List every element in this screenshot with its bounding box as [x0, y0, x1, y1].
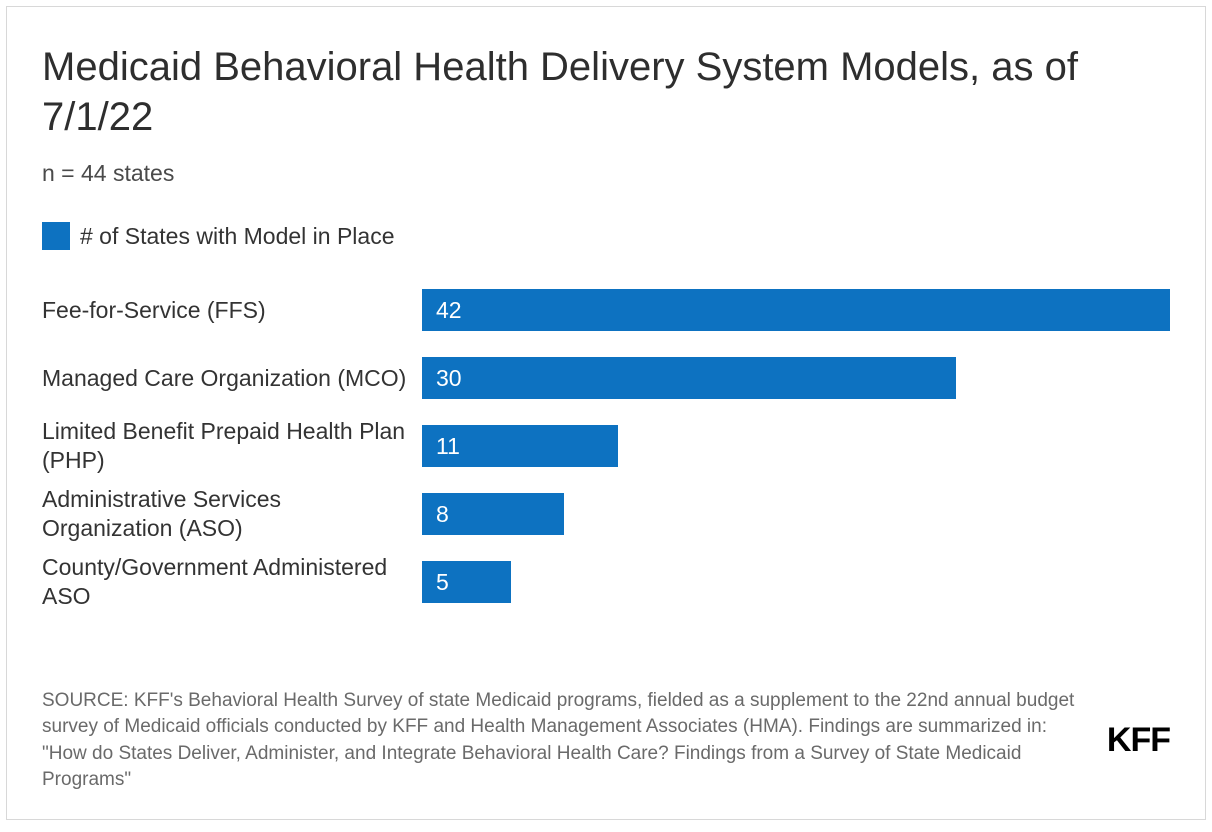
source-text: SOURCE: KFF's Behavioral Health Survey o… — [42, 688, 1087, 794]
bars-area: Fee-for-Service (FFS) 42 Managed Care Or… — [42, 278, 1170, 618]
bar-value: 42 — [436, 297, 462, 324]
kff-logo: KFF — [1107, 721, 1170, 760]
bar-value: 5 — [436, 569, 449, 596]
bar-label: Managed Care Organization (MCO) — [42, 364, 422, 393]
bar-label: Fee-for-Service (FFS) — [42, 296, 422, 325]
bar-value: 8 — [436, 501, 449, 528]
bar: 42 — [422, 289, 1170, 331]
chart-footer: SOURCE: KFF's Behavioral Health Survey o… — [42, 688, 1170, 794]
bar-track: 5 — [422, 561, 1170, 603]
bar: 30 — [422, 357, 956, 399]
legend-swatch — [42, 222, 70, 250]
chart-container: Medicaid Behavioral Health Delivery Syst… — [6, 6, 1206, 820]
bar-label: County/Government Administered ASO — [42, 553, 422, 611]
bar-track: 30 — [422, 357, 1170, 399]
bar-row: Fee-for-Service (FFS) 42 — [42, 278, 1170, 342]
bar-track: 42 — [422, 289, 1170, 331]
bar-label: Limited Benefit Prepaid Health Plan (PHP… — [42, 417, 422, 475]
bar-row: Managed Care Organization (MCO) 30 — [42, 346, 1170, 410]
bar-row: Administrative Services Organization (AS… — [42, 482, 1170, 546]
bar-value: 11 — [436, 433, 460, 460]
chart-title: Medicaid Behavioral Health Delivery Syst… — [42, 42, 1170, 142]
bar: 8 — [422, 493, 564, 535]
chart-subtitle: n = 44 states — [42, 160, 1170, 187]
bar: 5 — [422, 561, 511, 603]
legend-label: # of States with Model in Place — [80, 223, 395, 250]
bar-row: Limited Benefit Prepaid Health Plan (PHP… — [42, 414, 1170, 478]
bar: 11 — [422, 425, 618, 467]
bar-row: County/Government Administered ASO 5 — [42, 550, 1170, 614]
bar-label: Administrative Services Organization (AS… — [42, 485, 422, 543]
bar-track: 11 — [422, 425, 1170, 467]
legend: # of States with Model in Place — [42, 222, 1170, 250]
bar-value: 30 — [436, 365, 462, 392]
bar-track: 8 — [422, 493, 1170, 535]
